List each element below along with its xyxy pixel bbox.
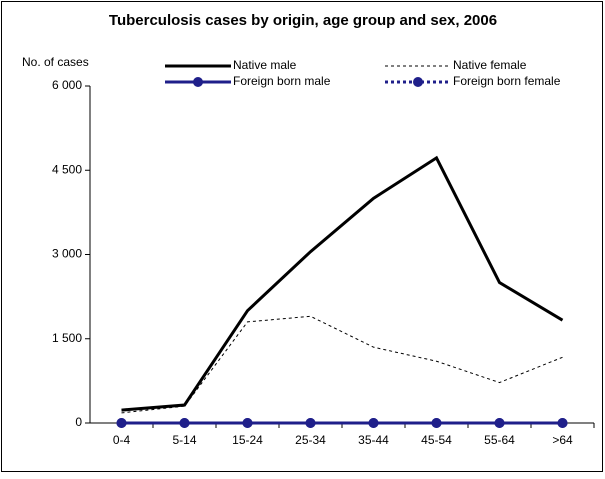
x-tick-label: >64 xyxy=(552,433,573,447)
x-tick-label: 0-4 xyxy=(113,433,131,447)
x-tick-label: 55-64 xyxy=(484,433,515,447)
legend-label: Foreign born male xyxy=(233,74,331,88)
point xyxy=(242,418,253,428)
x-tick-label: 35-44 xyxy=(358,433,389,447)
point xyxy=(494,418,505,428)
point xyxy=(179,418,190,428)
x-tick-label: 45-54 xyxy=(421,433,452,447)
point xyxy=(557,418,568,428)
x-tick-label: 15-24 xyxy=(232,433,263,447)
legend-marker xyxy=(193,77,203,87)
x-tick-label: 25-34 xyxy=(295,433,326,447)
y-tick-label: 1 500 xyxy=(52,331,82,345)
legend-label: Foreign born female xyxy=(453,74,561,88)
legend-label: Native female xyxy=(453,58,527,72)
legend-label: Native male xyxy=(233,58,297,72)
chart-border xyxy=(1,1,603,472)
chart-title: Tuberculosis cases by origin, age group … xyxy=(109,12,497,29)
y-tick-label: 3 000 xyxy=(52,247,82,261)
point xyxy=(116,418,127,428)
y-tick-label: 0 xyxy=(75,415,82,429)
point xyxy=(431,418,442,428)
point xyxy=(368,418,379,428)
y-tick-label: 4 500 xyxy=(52,162,82,176)
series-line xyxy=(121,315,563,414)
x-tick-label: 5-14 xyxy=(172,433,196,447)
y-tick-label: 6 000 xyxy=(52,78,82,92)
y-axis-label: No. of cases xyxy=(22,55,89,69)
series-line xyxy=(121,155,564,412)
legend-marker xyxy=(413,77,423,87)
point xyxy=(305,418,316,428)
